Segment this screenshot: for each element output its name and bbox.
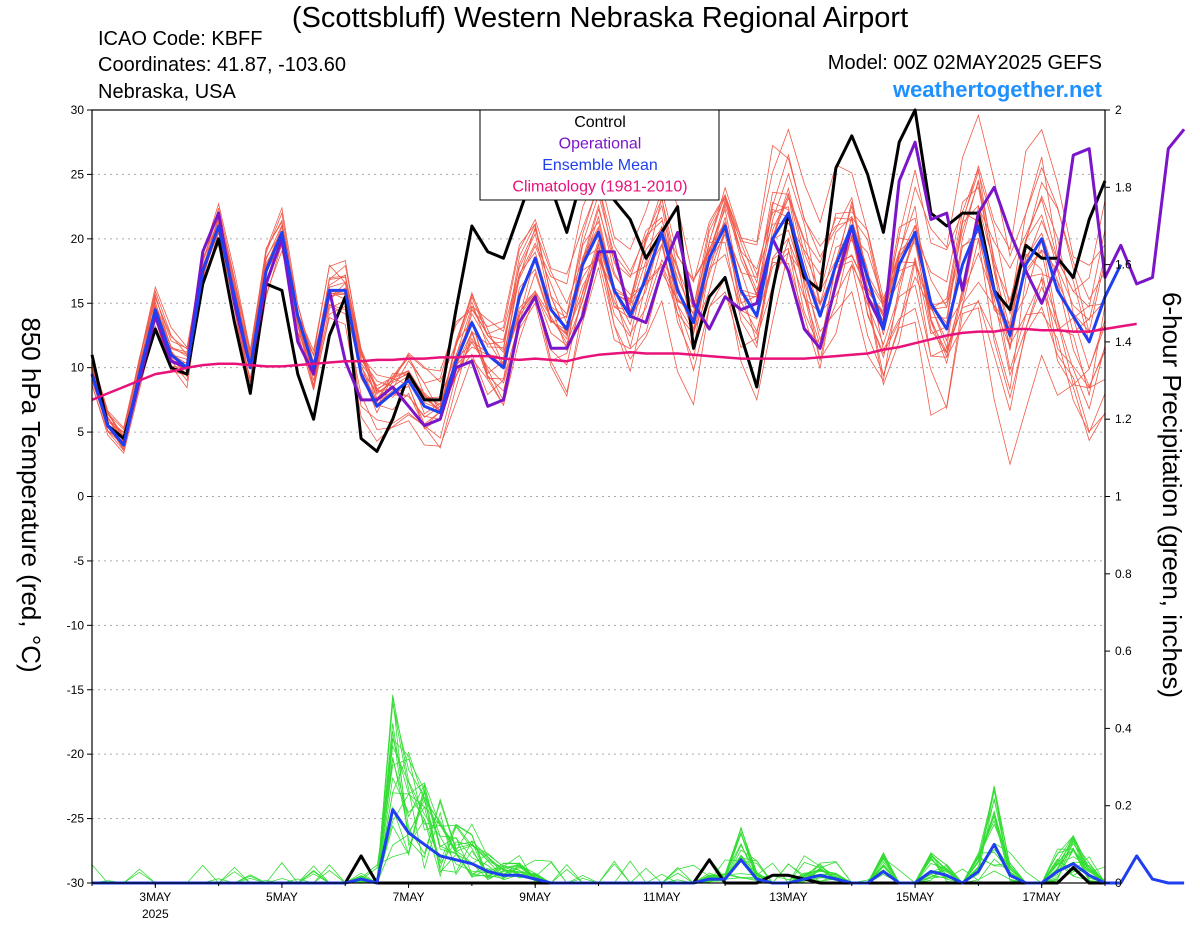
legend-entry: Ensemble Mean [542,157,658,174]
right-tick-label: 1.2 [1115,412,1132,426]
legend-box [479,109,720,201]
operational-temp-line [90,128,1186,447]
right-tick-label: 1.6 [1115,258,1132,272]
left-tick-label: 0 [77,490,84,504]
left-tick-label: -30 [67,876,85,890]
precip-member-line [91,790,1106,884]
right-tick-label: 1.8 [1115,180,1132,194]
legend-entry: Climatology (1981-2010) [512,179,687,196]
precip-member-line [92,799,1106,884]
left-tick-label: 30 [71,103,85,117]
precip-member-line [91,703,1106,884]
x-year-label: 2025 [142,907,169,921]
left-tick-label: -25 [67,812,85,826]
x-tick-label: 15MAY [896,890,934,904]
climatology-1981-2010-temp-line [91,322,1137,402]
coordinates: Coordinates: 41.87, -103.60 [98,54,346,76]
model-run: Model: 00Z 02MAY2025 GEFS [827,52,1102,74]
region: Nebraska, USA [98,81,236,103]
chart-title: (Scottsbluff) Western Nebraska Regional … [291,2,909,34]
temperature-member-line [91,159,1106,429]
precip-member-line [92,759,1106,884]
right-tick-label: 1 [1115,490,1122,504]
precip-member-line [92,723,1106,884]
legend-entry: Control [574,114,626,131]
x-tick-label: 5MAY [266,890,298,904]
precip-member-line [92,776,1106,884]
right-tick-label: 0.6 [1115,644,1132,658]
precip-member-line [92,702,1106,884]
precip-member-line [92,738,1106,884]
left-tick-label: -10 [67,618,85,632]
right-tick-label: 0 [1115,876,1122,890]
precip-member-line [92,782,1106,884]
precip-member-line [92,751,1106,884]
x-tick-label: 3MAY [139,890,171,904]
precip-member-line [92,786,1106,884]
left-tick-label: -5 [73,554,84,568]
left-tick-label: -15 [67,683,85,697]
x-tick-label: 9MAY [519,890,551,904]
precip-member-line [92,737,1106,884]
left-tick-label: 10 [71,361,85,375]
left-axis-label: 850 hPa Temperature (red, °C) [16,317,46,672]
x-tick-label: 7MAY [393,890,425,904]
right-tick-label: 0.4 [1115,721,1132,735]
right-tick-label: 2 [1115,103,1122,117]
left-tick-label: 5 [77,425,84,439]
right-tick-label: 0.8 [1115,567,1132,581]
left-tick-label: 15 [71,296,85,310]
precip-member-line [92,696,1106,884]
icao-code: ICAO Code: KBFF [98,28,263,50]
right-tick-label: 1.4 [1115,335,1132,349]
legend-entry: Operational [559,136,642,153]
x-tick-label: 17MAY [1022,890,1060,904]
x-tick-label: 11MAY [643,890,681,904]
legend: Control Operational Ensemble Mean Climatolo… [479,109,720,201]
brand-link[interactable]: weathertogether.net [892,77,1102,102]
x-tick-label: 13MAY [769,890,807,904]
precip-member-line [92,694,1106,884]
precip-member-line [92,785,1106,884]
left-tick-label: 20 [71,232,85,246]
precip-member-line [92,744,1106,884]
temperature-member-line [91,198,1106,431]
right-tick-label: 0.2 [1115,799,1132,813]
precip-member-line [92,791,1106,884]
ensemble-mean-temp-line [90,211,1123,447]
left-tick-label: 25 [71,167,85,181]
precip-member-line [92,757,1106,884]
right-axis-label: 6-hour Precipitation (green, inches) [1157,292,1187,698]
precip-member-line [92,758,1106,884]
left-tick-label: -20 [67,747,85,761]
ensemble-members [91,113,1106,884]
